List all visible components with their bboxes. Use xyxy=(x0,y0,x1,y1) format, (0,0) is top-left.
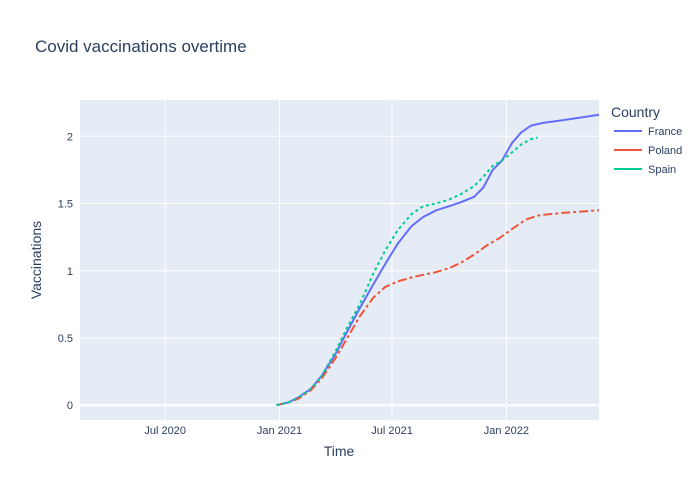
x-tick-label: Jul 2021 xyxy=(371,425,413,437)
series-line-france xyxy=(276,113,600,407)
x-tick-label: Jan 2022 xyxy=(484,425,529,437)
series-line-poland xyxy=(276,209,600,407)
plot-area xyxy=(80,100,599,420)
y-tick-label: 0.5 xyxy=(58,333,73,345)
series-line-spain xyxy=(276,136,538,407)
y-tick-label: 1.5 xyxy=(58,199,73,211)
y-tick-label: 1 xyxy=(67,266,73,278)
legend-label-poland: Poland xyxy=(648,145,682,157)
gridlines xyxy=(80,100,599,420)
y-axis-title: Vaccinations xyxy=(28,221,44,299)
x-tick-label: Jan 2021 xyxy=(257,425,302,437)
y-axis-ticks: 0 0.5 1 1.5 2 xyxy=(58,131,73,412)
legend: Country France Poland Spain xyxy=(611,104,682,176)
x-axis-title: Time xyxy=(324,443,355,459)
chart-title: Covid vaccinations overtime xyxy=(35,37,247,56)
x-tick-label: Jul 2020 xyxy=(144,425,186,437)
y-tick-label: 2 xyxy=(67,131,73,143)
y-tick-label: 0 xyxy=(67,400,73,412)
x-axis-ticks: Jul 2020 Jan 2021 Jul 2021 Jan 2022 xyxy=(144,425,529,437)
series-lines xyxy=(276,113,600,407)
legend-label-france: France xyxy=(648,126,682,138)
legend-label-spain: Spain xyxy=(648,164,676,176)
legend-title: Country xyxy=(611,104,660,120)
